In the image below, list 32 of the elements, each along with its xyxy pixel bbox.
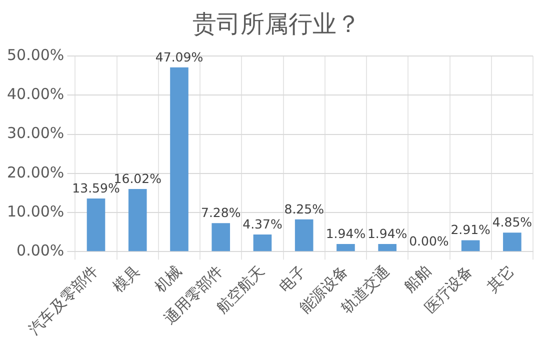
x-tick-label: 汽车及零部件 [25, 262, 102, 338]
y-tick-label: 20.00% [6, 163, 64, 182]
data-label: 47.09% [155, 49, 204, 64]
data-label: 8.25% [284, 201, 324, 216]
bar [336, 244, 355, 252]
bar [461, 240, 480, 252]
bar [86, 198, 106, 252]
data-label: 4.37% [242, 216, 282, 232]
data-label: 0.00% [409, 234, 449, 249]
chart-title: 贵司所属行业？ [192, 9, 362, 40]
y-tick-label: 50.00% [6, 46, 64, 64]
x-tick-label: 其它 [484, 262, 518, 296]
y-tick-label: 10.00% [6, 202, 64, 220]
data-label: 1.94% [326, 226, 366, 242]
x-tick-label: 机械 [150, 262, 185, 296]
data-label: 4.85% [492, 214, 532, 230]
bar [294, 219, 314, 252]
y-tick-label: 30.00% [6, 124, 64, 142]
bar [128, 188, 147, 252]
bar [170, 67, 188, 252]
bar [253, 234, 272, 252]
x-tick-label: 电子 [276, 262, 310, 296]
y-tick-label: 0.00% [16, 242, 64, 260]
x-tick-label: 模具 [109, 262, 144, 296]
data-label: 7.28% [201, 205, 241, 220]
data-label: 1.94% [367, 226, 408, 242]
bar [503, 232, 522, 252]
data-label: 2.91% [450, 222, 491, 238]
y-tick-label: 40.00% [6, 85, 64, 104]
x-tick-label: 船舶 [400, 262, 435, 296]
bar [378, 244, 396, 252]
bar [212, 223, 230, 252]
